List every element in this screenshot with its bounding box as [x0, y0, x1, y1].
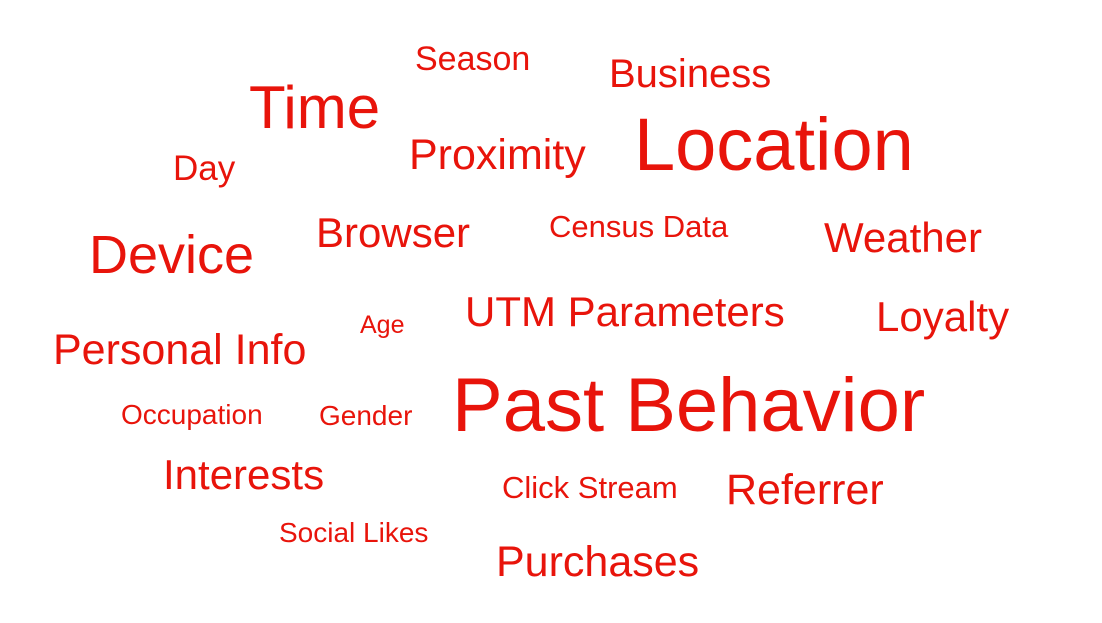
word-device: Device [89, 225, 255, 285]
word-personal-info: Personal Info [53, 326, 307, 374]
word-referrer: Referrer [726, 466, 884, 514]
word-time: Time [249, 74, 381, 141]
word-gender: Gender [319, 400, 413, 431]
word-click-stream: Click Stream [502, 470, 678, 505]
word-purchases: Purchases [496, 538, 700, 586]
word-utm-parameters: UTM Parameters [465, 288, 785, 335]
word-social-likes: Social Likes [279, 517, 429, 548]
word-business: Business [609, 52, 772, 96]
word-browser: Browser [316, 209, 471, 256]
word-age: Age [360, 311, 405, 339]
word-interests: Interests [163, 451, 325, 498]
word-day: Day [173, 149, 236, 188]
word-past-behavior: Past Behavior [452, 363, 926, 448]
word-season: Season [415, 40, 531, 78]
word-weather: Weather [824, 214, 982, 261]
word-occupation: Occupation [121, 399, 263, 430]
word-location: Location [634, 103, 914, 186]
word-census-data: Census Data [549, 209, 729, 244]
word-loyalty: Loyalty [876, 293, 1010, 340]
word-proximity: Proximity [409, 131, 586, 179]
